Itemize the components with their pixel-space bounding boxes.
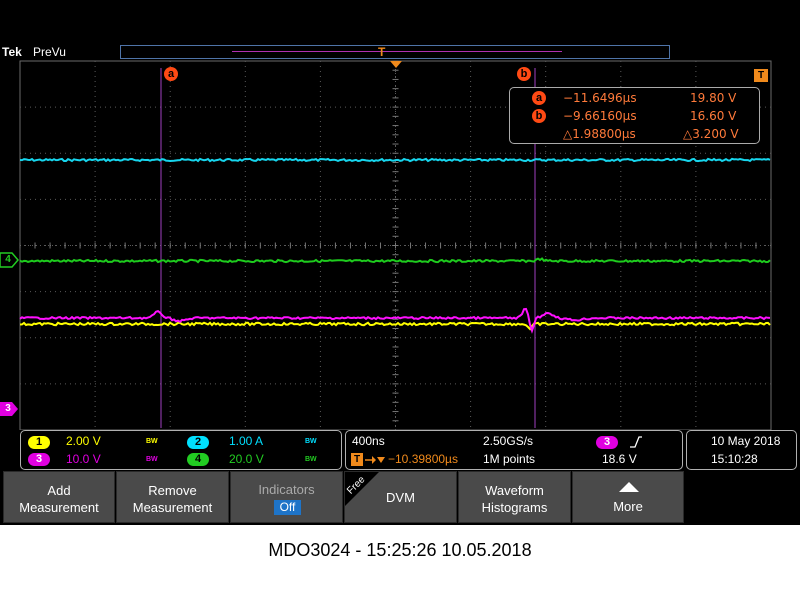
readout-a-badge: a (532, 91, 546, 105)
oscilloscope-screen: Tek PreVu T a b T a −11.6496µs 19.80 V b… (0, 0, 800, 525)
cursor-readout: a −11.6496µs 19.80 V b −9.66160µs 16.60 … (509, 87, 760, 144)
cursor-delta-time: △1.98800µs (563, 127, 636, 141)
time-display: 15:10:28 (711, 452, 758, 466)
remove-measurement-button[interactable]: Remove Measurement (116, 471, 229, 523)
record-trigger-marker: T (378, 45, 386, 59)
rising-edge-icon (630, 436, 642, 448)
free-tag-icon (345, 472, 379, 506)
channel-2-scale: 1.00 A (229, 434, 264, 448)
cursor-b-badge[interactable]: b (517, 67, 531, 81)
trigger-position-arrow (390, 61, 402, 68)
more-button[interactable]: More (572, 471, 684, 523)
channel-4-bw-icon: BW (305, 456, 317, 463)
record-view-bar (120, 45, 670, 59)
indicators-button[interactable]: Indicators Off (230, 471, 343, 523)
channel-3-marker[interactable] (0, 401, 20, 417)
indicators-label: Indicators (258, 482, 315, 497)
dvm-button[interactable]: Free DVM (344, 471, 457, 523)
channel-1-badge[interactable]: 1 (28, 436, 50, 449)
cursor-a-time: −11.6496µs (563, 91, 637, 105)
trigger-position-time: −10.39800µs (388, 452, 458, 466)
channel-4-marker-label: 4 (5, 254, 11, 265)
channel-3-scale: 10.0 V (66, 452, 101, 466)
add-measurement-button[interactable]: Add Measurement (3, 471, 115, 523)
channel-3-bw-icon: BW (146, 456, 158, 463)
indicators-value: Off (274, 500, 301, 515)
trigger-position-badge: T (351, 453, 363, 466)
trigger-source-badge[interactable]: 3 (596, 436, 618, 449)
channel-1-scale: 2.00 V (66, 434, 101, 448)
channel-3-marker-label: 3 (5, 403, 11, 414)
channel-4-trace (19, 257, 771, 264)
channel-settings-panel[interactable]: 1 2.00 V BW 2 1.00 A BW 3 10.0 V BW 4 20… (20, 430, 342, 470)
up-arrow-icon (619, 482, 639, 492)
more-label: More (613, 499, 643, 514)
record-view-window (232, 51, 562, 52)
timebase-trigger-panel[interactable]: 400ns 2.50GS/s 3 T −10.39800µs 1M points… (345, 430, 683, 470)
screenshot-caption: MDO3024 - 15:25:26 10.05.2018 (268, 540, 532, 560)
trigger-badge: T (754, 69, 768, 82)
dvm-label: DVM (386, 490, 415, 505)
channel-4-marker[interactable] (0, 252, 20, 268)
cursor-b-time: −9.66160µs (563, 109, 637, 123)
channel-4-badge[interactable]: 4 (187, 453, 209, 466)
cursor-b-value: 16.60 V (690, 109, 737, 123)
channel-1-bw-icon: BW (146, 438, 158, 445)
trigger-level: 18.6 V (602, 452, 637, 466)
readout-b-badge: b (532, 109, 546, 123)
waveform-display (19, 60, 772, 430)
cursor-a-value: 19.80 V (690, 91, 737, 105)
channel-2-bw-icon: BW (305, 438, 317, 445)
horizontal-scale: 400ns (352, 434, 385, 448)
brand-logo: Tek (2, 45, 22, 59)
channel-2-badge[interactable]: 2 (187, 436, 209, 449)
sample-rate: 2.50GS/s (483, 434, 534, 448)
channel-4-scale: 20.0 V (229, 452, 264, 466)
waveform-histograms-button[interactable]: Waveform Histograms (458, 471, 571, 523)
channel-3-trace (19, 307, 771, 334)
cursor-a-badge[interactable]: a (164, 67, 178, 81)
channel-1-trace (19, 321, 771, 331)
cursor-delta-value: △3.200 V (683, 127, 739, 141)
channel-2-trace (19, 157, 771, 163)
channel-3-badge[interactable]: 3 (28, 453, 50, 466)
acquisition-state: PreVu (33, 45, 66, 59)
trigger-offset-arrow-icon (365, 456, 385, 464)
datetime-panel[interactable]: 10 May 2018 15:10:28 (686, 430, 797, 470)
record-length: 1M points (483, 452, 536, 466)
date-display: 10 May 2018 (711, 434, 781, 448)
